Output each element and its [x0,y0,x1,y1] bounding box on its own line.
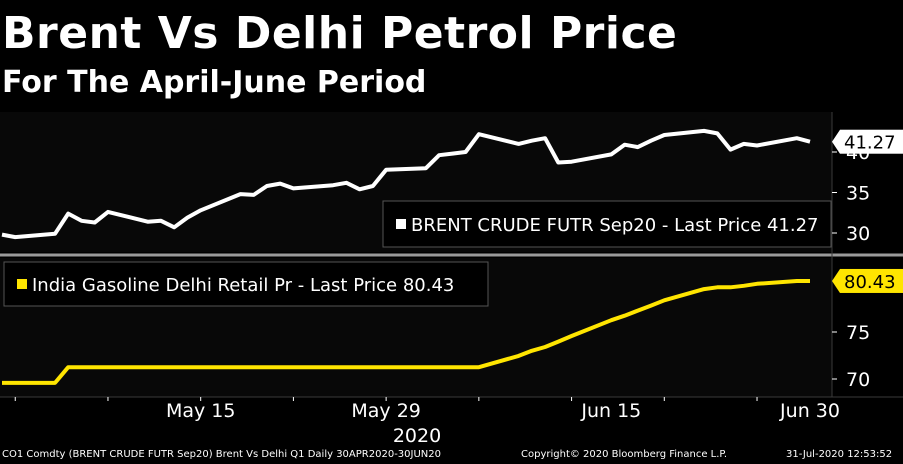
footer-timestamp: 31-Jul-2020 12:53:52 [786,449,893,460]
y-tick-label: 75 [846,322,870,344]
page-title: Brent Vs Delhi Petrol Price [2,8,678,59]
last-price-pointer [832,129,840,154]
y-tick-label: 70 [846,369,870,391]
last-price-label: 80.43 [844,272,896,293]
last-price-box [840,129,903,154]
footer-copyright: Copyright© 2020 Bloomberg Finance L.P. [521,449,728,460]
footer-security-info: CO1 Comdty (BRENT CRUDE FUTR Sep20) Bren… [2,449,441,460]
last-price-pointer [832,268,840,293]
legend-swatch [396,219,406,229]
last-price-box [840,268,903,293]
legend-box [3,261,489,307]
y-tick-label: 30 [846,223,870,245]
x-year-label: 2020 [393,425,441,447]
last-price-label: 41.27 [844,133,896,154]
series-line-delhi [2,279,810,385]
x-tick-label: May 15 [166,400,236,422]
page-subtitle: For The April-June Period [2,65,427,100]
legend-swatch [17,279,27,289]
legend-label: BRENT CRUDE FUTR Sep20 - Last Price 41.2… [411,215,819,236]
x-tick-label: Jun 30 [779,400,840,422]
legend-box [382,200,832,248]
series-line-brent [1,128,811,240]
legend-label: India Gasoline Delhi Retail Pr - Last Pr… [32,275,454,296]
x-tick-label: Jun 15 [580,400,641,422]
y-tick-label: 35 [846,183,870,205]
x-tick-label: May 29 [351,400,421,422]
